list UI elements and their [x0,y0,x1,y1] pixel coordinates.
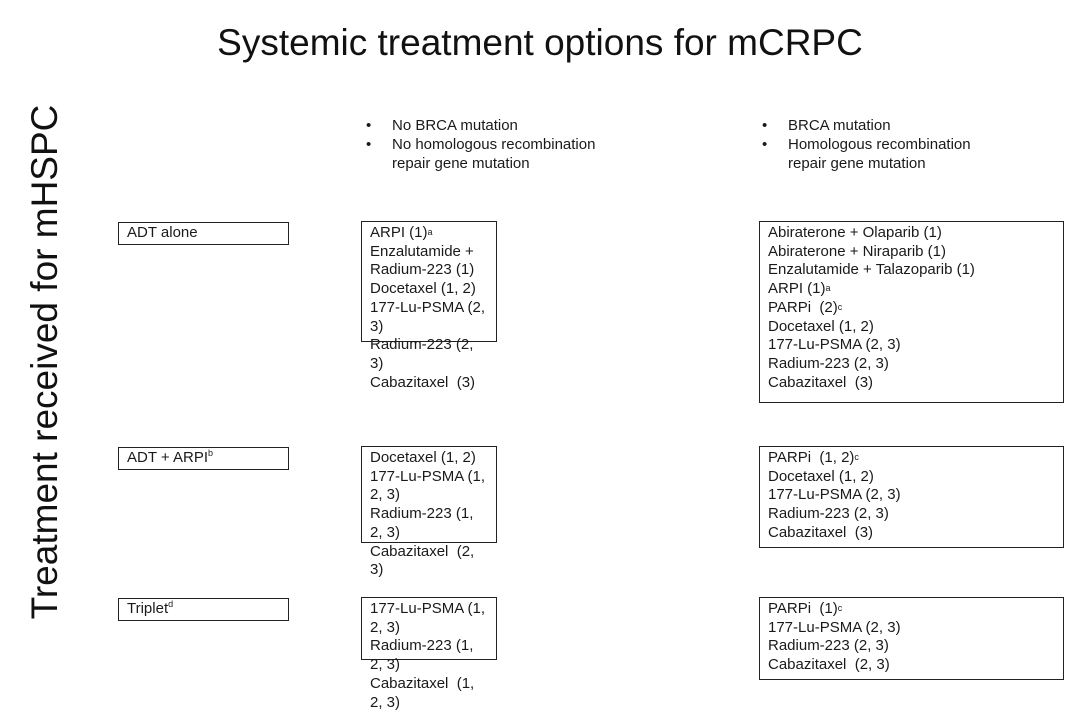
treatment-item: Cabazitaxel (2, 3) [370,543,488,580]
treatment-text: Radium-223 (2, 3) [768,637,889,655]
column-header-no-brca: No BRCA mutation No homologous recombina… [366,116,606,173]
treatment-text: 177-Lu-PSMA (1, 2, 3) [370,467,490,504]
treatment-text: Radium-223 (2, 3) [768,354,889,372]
treatment-item: 177-Lu-PSMA (2, 3) [768,486,1055,505]
treatment-text: 177-Lu-PSMA (2, 3) [768,336,901,354]
treatment-item: ARPI (1)a [370,224,488,243]
treatment-item: Cabazitaxel (3) [768,374,1055,393]
treatment-text: Docetaxel (1, 2) [370,280,476,298]
header-bullet: No BRCA mutation [366,116,606,135]
diagram-title: Systemic treatment options for mCRPC [217,22,863,63]
header-bullet: No homologous recombination repair gene … [366,135,606,173]
treatment-item: Radium-223 (2, 3) [370,336,488,373]
footnote-marker: c [837,603,843,613]
treatment-text: ARPI (1) [768,280,826,298]
treatment-box-no-brca: 177-Lu-PSMA (1, 2, 3) Radium-223 (1, 2, 3… [361,597,497,711]
treatment-text: Cabazitaxel (2, 3) [370,542,479,579]
footnote-marker: c [854,452,859,462]
treatment-text: 177-Lu-PSMA (2, 3) [768,486,901,504]
treatment-item: Enzalutamide + Talazoparib (1) [768,261,1055,280]
treatment-text: Radium-223 (2, 3) [768,505,889,523]
treatment-text: 177-Lu-PSMA (2, 3) [370,298,490,335]
treatment-text: Enzalutamide + Radium-223 (1) [370,242,478,279]
treatment-item: Cabazitaxel (3) [370,374,488,393]
treatment-text: Cabazitaxel (3) [768,523,874,541]
treatment-box-no-brca: ARPI (1)a Enzalutamide + Radium-223 (1) Do… [361,221,497,391]
treatment-item: Radium-223 (2, 3) [768,355,1055,374]
row-label: ADT + ARPIb [118,447,289,470]
footnote-marker: c [837,301,843,312]
column-header-brca: BRCA mutation Homologous recombination r… [762,116,1012,173]
treatment-item: 177-Lu-PSMA (2, 3) [370,299,488,336]
treatment-text: Radium-223 (1, 2, 3) [370,637,478,674]
footnote-marker: a [825,283,831,294]
row-label-text: ADT alone [127,224,198,241]
treatment-item: Docetaxel (1, 2) [768,318,1055,337]
treatment-item: Abiraterone + Niraparib (1) [768,243,1055,262]
treatment-item: PARPi (2)c [768,299,1055,318]
y-axis-label: Treatment received for mHSPC [24,104,65,620]
treatment-box-brca: PARPi (1, 2)c Docetaxel (1, 2) 177-Lu-PSMA… [759,446,1064,548]
row-label: ADT alone [118,222,289,245]
treatment-item: Cabazitaxel (1, 2, 3) [370,675,488,712]
treatment-text: Abiraterone + Niraparib (1) [768,242,947,260]
treatment-text: Cabazitaxel (3) [768,373,874,391]
treatment-box-no-brca: Docetaxel (1, 2) 177-Lu-PSMA (1, 2, 3) Rad… [361,446,497,578]
row-label-text: Triplet [127,600,169,617]
row-label-text: ADT + ARPI [127,449,209,466]
treatment-text: 177-Lu-PSMA (1, 2, 3) [370,600,490,636]
treatment-item: 177-Lu-PSMA (2, 3) [768,336,1055,355]
treatment-text: Radium-223 (2, 3) [370,336,478,372]
treatment-item: Radium-223 (2, 3) [768,637,1055,656]
treatment-item: Radium-223 (2, 3) [768,505,1055,524]
treatment-item: 177-Lu-PSMA (2, 3) [768,619,1055,638]
treatment-item: Docetaxel (1, 2) [370,449,488,468]
treatment-text: Cabazitaxel (2, 3) [768,656,890,674]
treatment-box-brca: Abiraterone + Olaparib (1) Abiraterone + … [759,221,1064,403]
treatment-text: Docetaxel (1, 2) [370,449,476,466]
treatment-text: Radium-223 (1, 2, 3) [370,505,478,541]
treatment-text: 177-Lu-PSMA (2, 3) [768,618,901,636]
treatment-item: Radium-223 (1, 2, 3) [370,637,488,674]
treatment-text: Cabazitaxel (1, 2, 3) [370,674,479,711]
treatment-item: Docetaxel (1, 2) [370,280,488,299]
treatment-text: Docetaxel (1, 2) [768,467,874,485]
treatment-text: PARPi (2) [768,298,838,316]
treatment-text: Docetaxel (1, 2) [768,317,874,335]
treatment-text: PARPi (1, 2) [768,449,855,466]
header-bullet: BRCA mutation [762,116,1012,135]
header-bullet: Homologous recombination repair gene mut… [762,135,1012,173]
footnote-marker: b [208,448,214,458]
treatment-text: Cabazitaxel (3) [370,373,476,391]
treatment-item: Enzalutamide + Radium-223 (1) [370,243,488,280]
treatment-item: PARPi (1)c [768,600,1055,619]
treatment-item: PARPi (1, 2)c [768,449,1055,468]
treatment-text: ARPI (1) [370,224,428,241]
row-label: Tripletd [118,598,289,621]
treatment-text: PARPi (1) [768,600,838,617]
treatment-item: Radium-223 (1, 2, 3) [370,505,488,542]
treatment-text: Abiraterone + Olaparib (1) [768,224,942,241]
footnote-marker: a [427,227,433,237]
treatment-text: Enzalutamide + Talazoparib (1) [768,261,975,279]
treatment-item: 177-Lu-PSMA (1, 2, 3) [370,600,488,637]
treatment-item: 177-Lu-PSMA (1, 2, 3) [370,468,488,505]
footnote-marker: d [168,599,174,609]
treatment-item: Cabazitaxel (3) [768,524,1055,543]
treatment-item: Abiraterone + Olaparib (1) [768,224,1055,243]
treatment-box-brca: PARPi (1)c 177-Lu-PSMA (2, 3) Radium-223 (… [759,597,1064,680]
treatment-item: Cabazitaxel (2, 3) [768,656,1055,675]
treatment-item: Docetaxel (1, 2) [768,468,1055,487]
treatment-item: ARPI (1)a [768,280,1055,299]
